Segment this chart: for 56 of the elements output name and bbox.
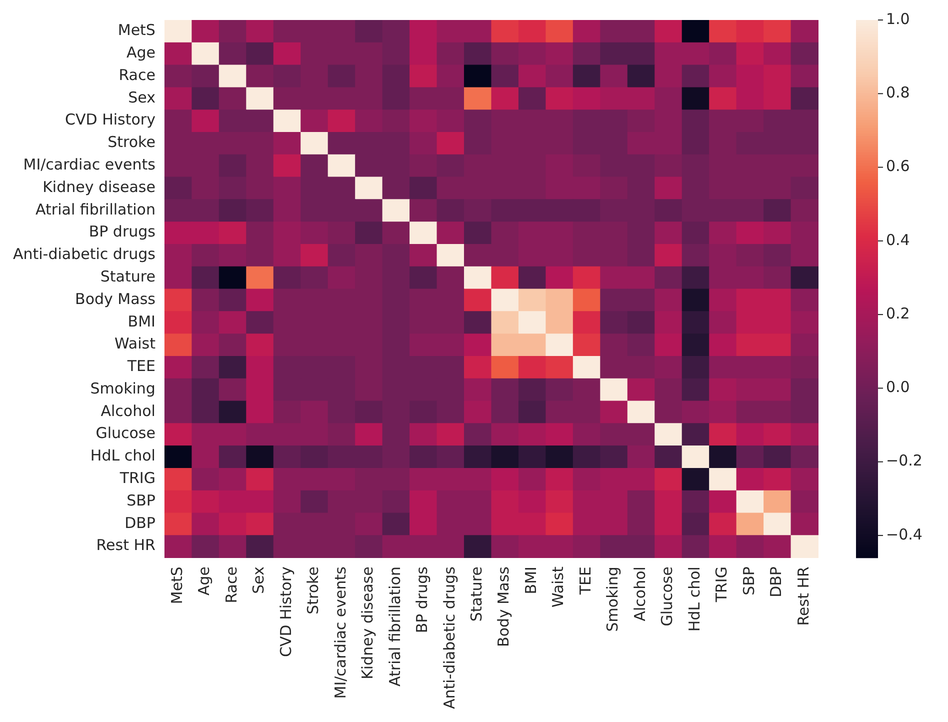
x-tick-label: Body Mass [494, 566, 513, 647]
y-tick-label: Stroke [108, 133, 156, 152]
color-bar-label: 0.6 [886, 157, 910, 176]
y-tick-label: TRIG [118, 469, 156, 488]
x-tick-label: Alcohol [630, 566, 649, 622]
y-tick-label: MI/cardiac events [23, 155, 156, 174]
x-tick-label: Kidney disease [358, 566, 377, 680]
y-tick-label: MetS [118, 21, 156, 40]
x-tick-label: BP drugs [413, 566, 432, 634]
x-tick-label: Sex [250, 566, 268, 594]
y-tick-label: Age [126, 43, 156, 62]
y-tick-label: Stature [100, 267, 156, 286]
x-tick-label: Rest HR [794, 566, 812, 626]
y-tick-label: Rest HR [96, 536, 156, 554]
color-bar-label: 0.8 [886, 84, 910, 102]
x-tick-label: Stroke [304, 566, 322, 614]
y-tick-label: Atrial fibrillation [36, 200, 156, 218]
x-tick-label: Anti-diabetic drugs [440, 566, 458, 710]
y-tick-label: Waist [114, 334, 156, 353]
x-tick-label: HdL chol [685, 566, 704, 632]
y-tick-label: Anti-diabetic drugs [12, 245, 156, 264]
y-tick-label: Body Mass [75, 290, 156, 308]
x-tick-label: Waist [549, 566, 568, 608]
color-bar-label: −0.4 [886, 525, 922, 544]
y-tick-label: DBP [124, 514, 156, 532]
y-tick-label: Sex [128, 88, 156, 106]
x-tick-label: Glucose [658, 566, 676, 626]
color-bar-label: −0.2 [886, 452, 922, 470]
x-tick-label: BMI [522, 566, 540, 594]
x-tick-label: Age [195, 566, 214, 596]
y-tick-label: Smoking [90, 379, 156, 398]
y-tick-label: HdL chol [90, 446, 156, 465]
x-tick-label: SBP [740, 566, 758, 596]
x-tick-label: Atrial fibrillation [386, 566, 404, 686]
x-tick-label: Race [222, 566, 240, 604]
x-tick-label: TEE [576, 566, 594, 596]
x-tick-label: Stature [468, 566, 486, 622]
color-bar-label: 1.0 [886, 10, 910, 28]
x-tick-label: MI/cardiac events [331, 566, 350, 699]
y-tick-label: BMI [128, 312, 156, 330]
x-tick-label: CVD History [276, 566, 295, 657]
x-tick-label: Smoking [604, 566, 622, 632]
x-tick-label: MetS [168, 566, 186, 604]
x-tick-label: TRIG [712, 566, 731, 604]
color-bar-label: 0.4 [886, 230, 910, 249]
color-bar-label: 0.0 [886, 378, 910, 396]
y-tick-label: CVD History [65, 110, 156, 129]
y-tick-label: Alcohol [100, 402, 156, 420]
color-bar-label: 0.2 [886, 304, 910, 322]
y-tick-label: Kidney disease [42, 178, 156, 196]
y-tick-label: BP drugs [88, 222, 156, 241]
y-tick-label: Glucose [96, 424, 156, 442]
y-tick-label: SBP [126, 491, 156, 510]
y-tick-label: TEE [126, 357, 156, 376]
x-tick-label: DBP [767, 566, 786, 598]
y-tick-label: Race [118, 66, 156, 84]
